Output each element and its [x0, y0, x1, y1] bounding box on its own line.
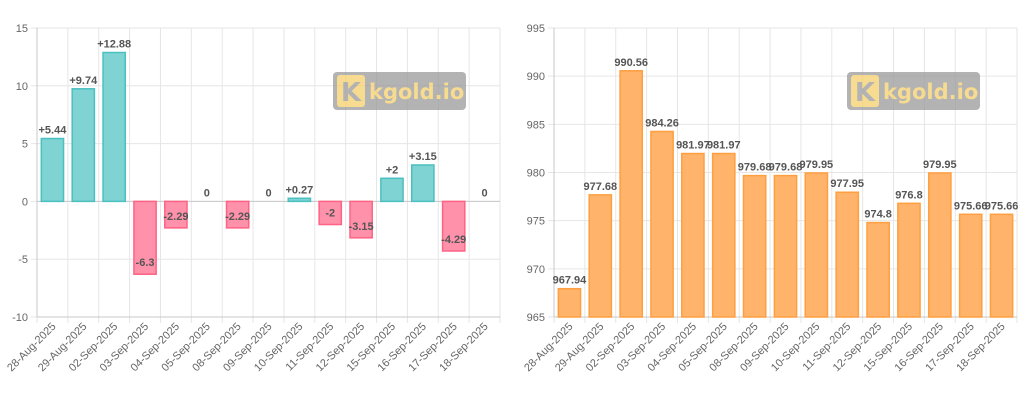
bar — [287, 197, 312, 203]
data-label: -3.15 — [349, 221, 374, 233]
data-label: 979.68 — [738, 162, 772, 174]
watermark-box — [847, 72, 980, 110]
bar — [897, 202, 921, 318]
data-label: -4.29 — [441, 234, 466, 246]
bar — [225, 200, 250, 229]
y-tick-label: 965 — [527, 312, 545, 324]
bar — [927, 172, 952, 318]
bar — [866, 221, 890, 318]
bar — [133, 200, 157, 275]
data-label: +12.88 — [97, 39, 131, 51]
change-bar-chart: -10 -5 0 5 10 15 K kgold.io +5.44 +9.74 +12.88 -6.3… — [5, 23, 501, 374]
y-tick-label: -5 — [18, 254, 28, 266]
data-label: 974.8 — [864, 209, 892, 221]
kgold-logo-icon — [337, 75, 365, 107]
bar — [711, 152, 736, 318]
data-label: +2 — [386, 164, 399, 176]
data-label: 981.97 — [676, 140, 710, 152]
y-tick-label: 985 — [527, 119, 545, 131]
data-label: 0 — [482, 187, 488, 199]
bar — [164, 200, 188, 229]
data-label: +0.27 — [285, 184, 313, 196]
bar — [804, 172, 829, 318]
data-label: -2.29 — [225, 211, 250, 223]
watermark-text: kgold.io — [369, 80, 464, 104]
data-label: 0 — [265, 187, 271, 199]
data-label: 979.68 — [769, 162, 803, 174]
data-label: -6.3 — [136, 257, 155, 269]
bar — [71, 88, 96, 203]
bar — [773, 174, 798, 318]
bar — [410, 164, 435, 203]
data-label: 976.8 — [895, 189, 923, 201]
bar — [380, 177, 404, 203]
data-label: 981.97 — [707, 140, 741, 152]
kgold-logo-letter: K — [341, 78, 362, 108]
data-label: -2.29 — [163, 211, 188, 223]
y-tick-label: 975 — [527, 216, 545, 228]
kgold-logo-letter: K — [855, 78, 876, 108]
bar — [318, 200, 343, 226]
y-tick-label: 5 — [22, 139, 28, 151]
data-label: 977.68 — [583, 181, 617, 193]
data-label: 975.66 — [954, 200, 988, 212]
data-label: +9.74 — [69, 75, 98, 87]
kgold-logo-icon — [851, 75, 879, 107]
data-label: +3.15 — [409, 151, 437, 163]
watermark-text: kgold.io — [883, 80, 978, 104]
data-label: +5.44 — [39, 125, 68, 137]
data-label: 979.95 — [800, 159, 834, 171]
bar — [742, 174, 767, 318]
data-label: 977.95 — [830, 178, 864, 190]
data-label: -2 — [325, 208, 335, 220]
bar — [958, 213, 983, 318]
bar — [102, 51, 127, 203]
y-tick-label: 980 — [527, 168, 545, 180]
data-label: 975.66 — [985, 200, 1019, 212]
y-tick-label: 10 — [16, 81, 28, 93]
y-tick-label: 990 — [527, 71, 545, 83]
watermark-box — [333, 72, 466, 110]
bar — [619, 70, 644, 318]
price-bar-chart: 965 970 975 980 985 990 995 K kgold.io 967.94 977.… — [522, 23, 1019, 374]
bar — [40, 137, 65, 203]
bar — [835, 191, 860, 318]
bar — [349, 200, 373, 239]
bar — [557, 287, 582, 318]
data-label: 967.94 — [553, 275, 588, 287]
y-tick-label: 15 — [16, 23, 28, 35]
data-label: 984.26 — [645, 117, 679, 129]
bar — [441, 200, 466, 252]
bar — [650, 130, 674, 318]
bar — [588, 194, 613, 318]
data-label: 990.56 — [614, 57, 648, 69]
y-tick-label: 0 — [22, 196, 28, 208]
y-tick-label: 970 — [527, 264, 545, 276]
y-tick-label: -10 — [12, 312, 28, 324]
y-tick-label: 995 — [527, 23, 545, 35]
data-label: 979.95 — [923, 159, 957, 171]
bar — [989, 213, 1014, 318]
data-label: 0 — [204, 187, 210, 199]
bar — [681, 152, 705, 318]
